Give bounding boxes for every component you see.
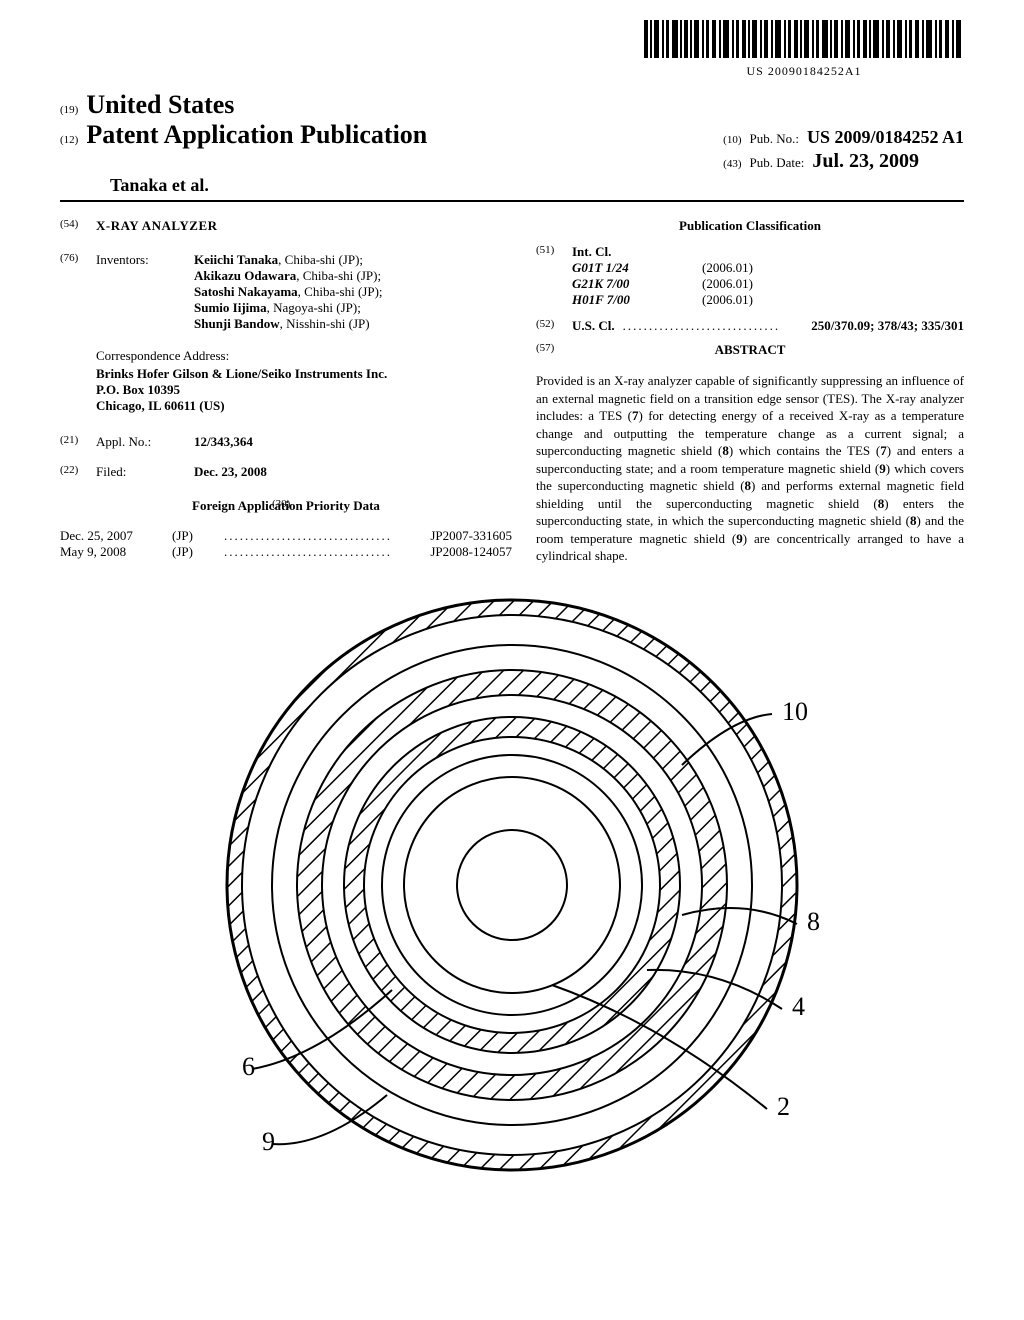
author-names: Tanaka et al. [110,175,964,196]
filed-value: Dec. 23, 2008 [194,464,267,480]
barcode-graphic [644,20,964,58]
inventors-label: Inventors: [96,252,186,268]
cross-section-figure: 10 8 4 2 6 9 [192,585,832,1185]
inventors-num: (76) [60,252,88,264]
foreign-priority-row: Dec. 25, 2007(JP).......................… [60,528,512,544]
inventor-item: Satoshi Nakayama, Chiba-shi (JP); [194,284,512,300]
applno-label: Appl. No.: [96,434,186,450]
pub-num: (12) [60,134,78,146]
uscl-dots: .............................. [623,318,804,334]
uscl-value: 250/370.09; 378/43; 335/301 [811,318,964,334]
intcl-num: (51) [536,244,564,256]
abstract-label: ABSTRACT [715,342,786,358]
applno-value: 12/343,364 [194,434,253,450]
intcl-row: G01T 1/24(2006.01) [572,260,753,276]
foreign-priority-row: May 9, 2008(JP).........................… [60,544,512,560]
figure-label: 2 [777,1092,790,1121]
country-name: United States [86,90,234,120]
right-column: Publication Classification (51) Int. Cl.… [536,218,964,565]
intcl-label: Int. Cl. [572,244,753,260]
pubdate-value: Jul. 23, 2009 [812,150,919,173]
pubdate-label: Pub. Date: [749,155,804,171]
uscl-label: U.S. Cl. [572,318,615,334]
barcode-block: US 20090184252A1 [644,20,964,79]
inventors-list: Keiichi Tanaka, Chiba-shi (JP);Akikazu O… [194,252,512,332]
filed-num: (22) [60,464,88,476]
pubno-value: US 2009/0184252 A1 [807,127,964,148]
inventor-item: Shunji Bandow, Nisshin-shi (JP) [194,316,512,332]
correspondence-body: Brinks Hofer Gilson & Lione/Seiko Instru… [96,366,512,414]
country-num: (19) [60,104,78,116]
inventor-item: Keiichi Tanaka, Chiba-shi (JP); [194,252,512,268]
title-value: X-RAY ANALYZER [96,218,218,234]
figure-label: 8 [807,907,820,936]
figure-label: 6 [242,1052,255,1081]
pubno-label: Pub. No.: [749,131,798,147]
barcode-text: US 20090184252A1 [644,64,964,79]
inventor-item: Sumio Iijima, Nagoya-shi (JP); [194,300,512,316]
figure-area: 10 8 4 2 6 9 [60,585,964,1185]
inventor-item: Akikazu Odawara, Chiba-shi (JP); [194,268,512,284]
abstract-body: Provided is an X-ray analyzer capable of… [536,372,964,565]
uscl-num: (52) [536,318,564,334]
applno-num: (21) [60,434,88,446]
foreign-priority-list: Dec. 25, 2007(JP).......................… [60,528,512,560]
header-block: (19) United States (12) Patent Applicati… [60,90,964,202]
title-num: (54) [60,218,88,230]
foreign-num: (30) [272,498,300,510]
left-column: (54) X-RAY ANALYZER (76) Inventors: Keii… [60,218,512,565]
pubno-num: (10) [723,134,741,146]
pubdate-num: (43) [723,158,741,170]
correspondence-label: Correspondence Address: [96,348,512,364]
figure-label: 9 [262,1127,275,1156]
abstract-num: (57) [536,342,564,354]
figure-label: 4 [792,992,805,1021]
classification-header: Publication Classification [536,218,964,234]
intcl-row: G21K 7/00(2006.01) [572,276,753,292]
intcl-row: H01F 7/00(2006.01) [572,292,753,308]
intcl-list: G01T 1/24(2006.01)G21K 7/00(2006.01)H01F… [572,260,753,308]
pub-title: Patent Application Publication [86,120,427,150]
figure-label: 10 [782,697,808,726]
filed-label: Filed: [96,464,186,480]
